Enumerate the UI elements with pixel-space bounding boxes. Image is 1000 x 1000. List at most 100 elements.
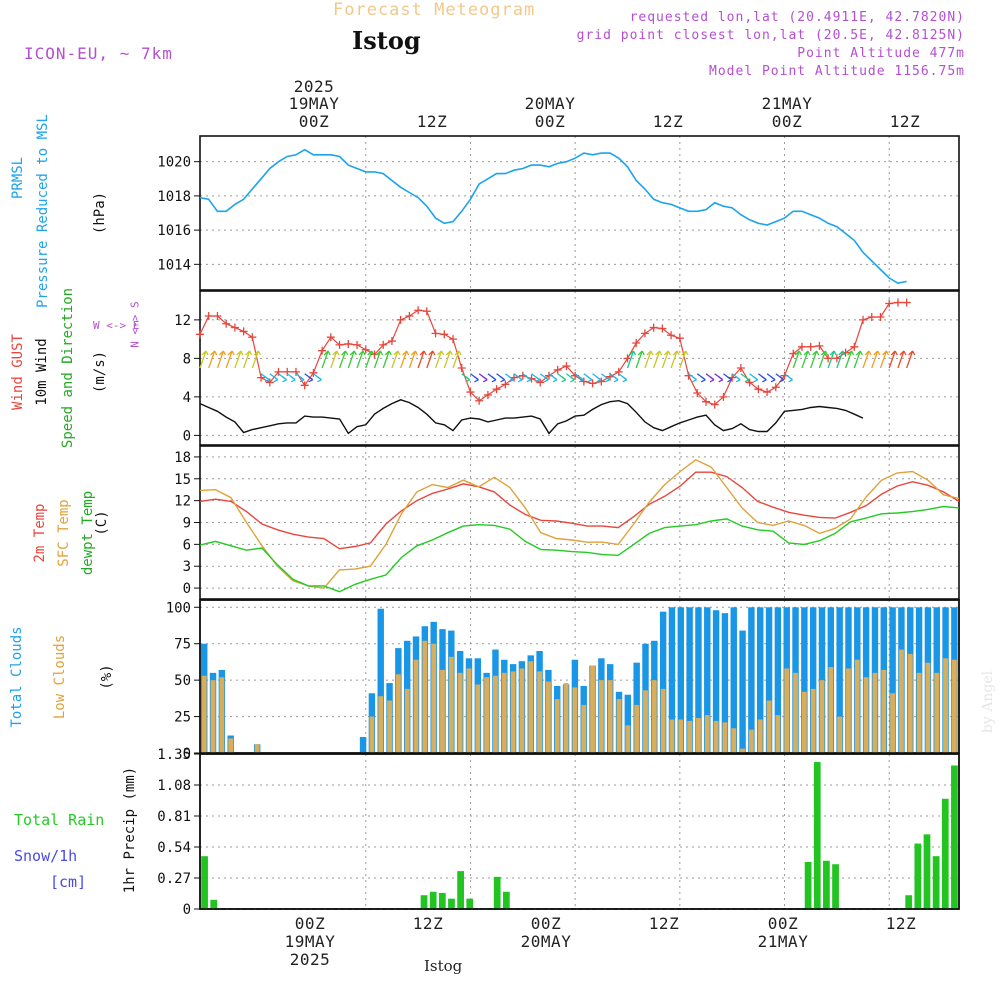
low-clouds-bar [537, 671, 542, 753]
wind-arrow-head [908, 350, 916, 356]
wind-arrow-head [218, 350, 227, 356]
low-clouds-bar [863, 677, 869, 753]
wind-direction-arrow [434, 350, 443, 369]
wind-direction-arrow [382, 350, 390, 369]
wind-arrow-head [358, 350, 366, 356]
low-clouds-bar [775, 715, 781, 753]
wind-arrow-head [437, 350, 445, 356]
low-clouds-bar [934, 672, 940, 753]
wind-arrow-head [561, 376, 567, 383]
wind-arrow-head [709, 376, 715, 383]
rain-bar [448, 898, 455, 909]
low-clouds-bar [457, 672, 463, 753]
wind-arrow-head [803, 350, 811, 356]
wind-arrow-head [349, 350, 357, 356]
y-tick-label: 0 [183, 902, 191, 918]
dewpt-temp-line [199, 505, 960, 593]
top-hour-label-4: 12Z [652, 112, 684, 131]
gust-marker [440, 330, 449, 339]
low-clouds-bar [846, 668, 851, 753]
bottom-hour-label-1: 00Z [294, 914, 326, 933]
wind-arrow-head [873, 350, 881, 356]
gust-marker [745, 378, 754, 387]
wind-arrow-head [393, 350, 401, 356]
gust-marker [754, 385, 763, 394]
wind-arrow-head [508, 376, 514, 383]
low-clouds-bar [572, 687, 578, 753]
wind-arrow-head [820, 350, 828, 356]
wind-direction-arrow [347, 350, 355, 369]
gust-marker [379, 340, 388, 349]
total-clouds-bar [774, 607, 782, 753]
wind-arrow-head [681, 350, 689, 356]
low-clouds-bar [916, 672, 922, 753]
gust-marker [876, 312, 885, 321]
wind-direction-arrow [644, 350, 652, 369]
rain-bar [941, 798, 949, 909]
total-clouds-bar [818, 607, 826, 753]
y-tick-label: 0 [183, 746, 191, 762]
y-tick-label: 50 [174, 673, 191, 689]
low-clouds-bar [634, 704, 640, 753]
gust-marker [553, 365, 562, 374]
wind-arrow-head [299, 376, 305, 383]
low-clouds-bar [413, 659, 419, 753]
low-clouds-bar [899, 649, 904, 753]
wind-arrow-head [332, 350, 340, 356]
gust-marker [457, 364, 466, 372]
wind-arrow-head [526, 376, 532, 383]
gust-marker [658, 324, 667, 333]
wind-arrow-head [794, 350, 802, 356]
gust-marker [396, 315, 405, 324]
low-clouds-bar [466, 668, 472, 753]
wind-direction-arrow [199, 350, 207, 369]
wind-direction-arrow [243, 350, 251, 369]
total-clouds-bar [765, 607, 773, 753]
low-clouds-bar [431, 643, 437, 753]
wind-compass-we: W <-> E [93, 319, 140, 332]
wind-direction-arrow [635, 350, 643, 369]
top-day-label-1: 19MAY [288, 94, 340, 113]
info-line-3: Point Altitude 477m [797, 46, 965, 61]
wind-direction-arrow [408, 350, 416, 369]
wind-arrow-head [535, 376, 540, 383]
wind-direction-arrow [653, 350, 661, 369]
bottom-day-label-3: 21MAY [757, 932, 809, 951]
gust-marker [702, 397, 710, 406]
y-tick-label: 1018 [157, 189, 191, 205]
low-clouds-bar [378, 696, 384, 753]
wind-direction-arrow [400, 350, 408, 369]
wind-arrow-head [419, 350, 427, 356]
wind-arrow-head [236, 350, 244, 356]
gust-marker [335, 340, 344, 349]
y-tick-label: 1014 [157, 257, 191, 273]
y-tick-label: 4 [183, 390, 191, 406]
low-clouds-bar [440, 669, 445, 753]
gust-marker [614, 367, 623, 376]
sfc-temp-line [199, 458, 960, 589]
wind-direction-arrow [871, 350, 879, 369]
wind-arrow-head [578, 376, 584, 383]
gust-marker [867, 312, 876, 321]
wind-direction-arrow [426, 350, 434, 369]
wind-arrow-head [201, 350, 209, 356]
rain-bar [502, 891, 510, 909]
gust-marker [222, 319, 231, 328]
wind-direction-arrow [216, 350, 225, 369]
low-clouds-bar [828, 667, 834, 753]
wind-arrow-head [788, 376, 793, 383]
wind-arrow-head [838, 350, 846, 356]
low-clouds-bar [554, 699, 560, 753]
low-clouds-bar [528, 661, 534, 753]
low-clouds-bar [793, 672, 798, 753]
y-tick-label: 1.08 [157, 778, 191, 794]
wind-arrow-head [341, 350, 349, 356]
low-clouds-bar [890, 693, 896, 753]
low-clouds-bar [590, 665, 595, 753]
wind-arrow-head [517, 376, 523, 383]
gust-marker [797, 342, 806, 351]
wind-arrow-head [613, 376, 619, 383]
gust-marker [239, 327, 248, 336]
gust-marker [326, 333, 335, 342]
wind-direction-arrow [853, 350, 861, 369]
